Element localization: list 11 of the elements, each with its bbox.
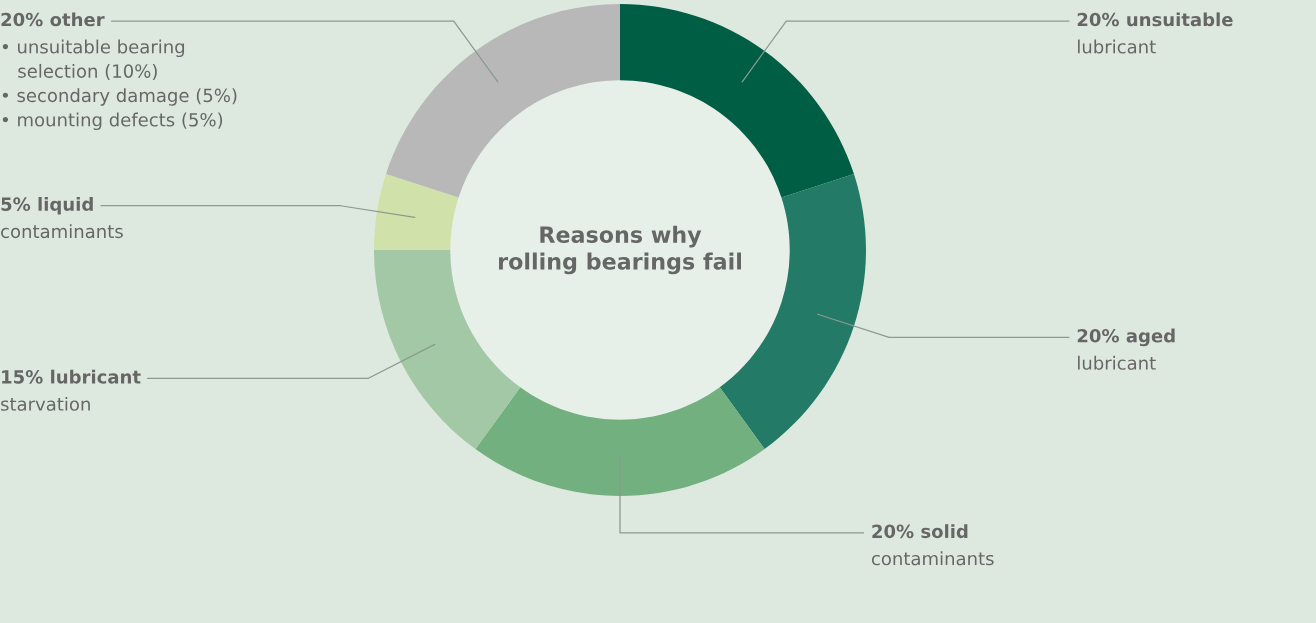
donut-slice <box>374 173 459 250</box>
slice-label: 20% aged lubricant <box>1077 328 1175 370</box>
donut-slice <box>386 4 620 198</box>
slice-label: 20% other • unsuitable bearing selection (10%) • secondary damage (5%) • mounting defects (5%) <box>1 12 237 131</box>
slice-label: 20% solid contaminants <box>871 524 994 566</box>
donut-slice <box>620 4 854 198</box>
slice-label: 15% lubricant starvation <box>1 369 141 411</box>
donut-slice <box>475 387 765 496</box>
slice-label: 5% liquid contaminants <box>1 197 123 239</box>
slice-label: 20% unsuitable lubricant <box>1077 12 1233 54</box>
text: Reasons why rolling bearings fail <box>499 225 741 275</box>
